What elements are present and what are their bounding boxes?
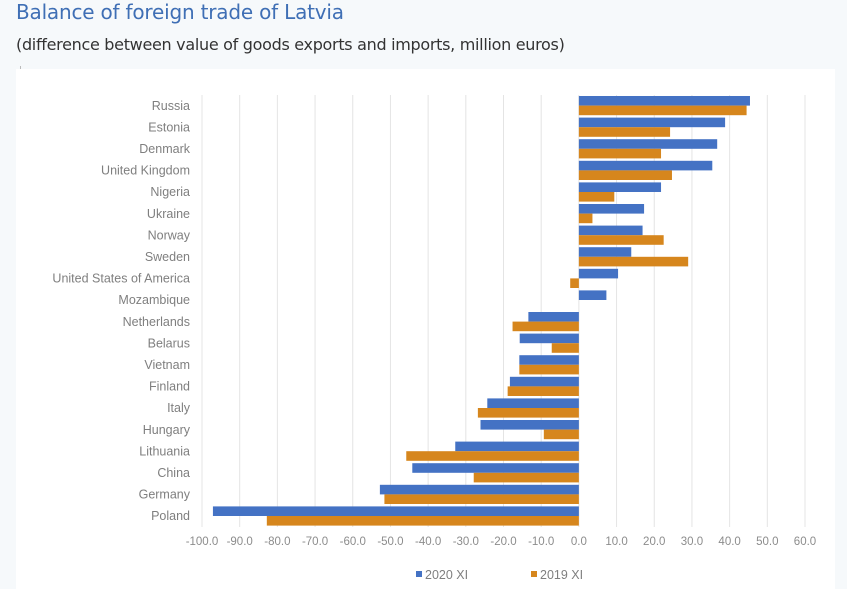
legend-swatch	[531, 571, 537, 577]
bar-2019-xi	[578, 170, 672, 180]
bar-2019-xi	[578, 192, 615, 202]
x-tick-label: 20.0	[643, 536, 665, 548]
chart-card: Russia Estonia Denmark United Kingdom Nigeri…	[16, 69, 835, 589]
x-tick-label: 40.0	[718, 536, 740, 548]
bar-2019-xi	[507, 386, 579, 396]
bar-2020-xi	[212, 506, 579, 516]
category-label: United Kingdom	[101, 164, 190, 178]
category-label: Hungary	[143, 423, 191, 437]
category-label: Nigeria	[150, 185, 190, 199]
bar-2019-xi	[578, 105, 747, 116]
bar-2020-xi	[578, 290, 607, 300]
x-tick-label: 30.0	[681, 536, 703, 548]
x-tick-label: 10.0	[605, 536, 627, 548]
bar-2020-xi	[578, 268, 619, 279]
bar-2020-xi	[519, 355, 579, 365]
bars	[212, 96, 750, 526]
bar-2020-xi	[509, 376, 579, 387]
category-label: Denmark	[139, 142, 190, 156]
bar-2020-xi	[379, 484, 579, 495]
x-tick-label: -90.0	[227, 536, 253, 548]
bar-2019-xi	[384, 494, 579, 504]
category-label: Lithuania	[139, 444, 190, 458]
x-tick-label: -80.0	[264, 536, 290, 548]
category-label: Belarus	[148, 336, 190, 350]
x-tick-label: -10.0	[528, 536, 554, 548]
bar-2020-xi	[578, 117, 726, 128]
bar-2020-xi	[578, 139, 718, 149]
page-title: Balance of foreign trade of Latvia	[16, 0, 344, 24]
bar-2019-xi	[477, 408, 579, 418]
bar-2020-xi	[487, 398, 579, 408]
bar-2020-xi	[578, 96, 750, 106]
x-tick-label: -100.0	[186, 536, 219, 548]
x-tick-label: 0.0	[571, 536, 587, 548]
x-tick-label: -40.0	[415, 536, 441, 548]
category-label: Russia	[152, 99, 190, 113]
bar-2019-xi	[570, 278, 579, 288]
category-label: Ukraine	[147, 207, 190, 221]
bar-2019-xi	[473, 472, 579, 483]
x-tick-label: 60.0	[794, 536, 816, 548]
bar-2020-xi	[412, 463, 579, 473]
category-label: Netherlands	[123, 315, 190, 329]
bar-2020-xi	[578, 182, 662, 192]
legend-label: 2019 XI	[540, 568, 583, 582]
legend-label: 2020 XI	[425, 568, 468, 582]
x-tick-label: -30.0	[453, 536, 479, 548]
bar-2019-xi	[578, 235, 664, 245]
category-label: Finland	[149, 380, 190, 394]
page-subtitle: (difference between value of goods expor…	[16, 35, 565, 54]
category-label: Norway	[148, 228, 191, 242]
x-axis-tick-labels: -100.0 -90.0 -80.0 -70.0 -60.0 -50.0 -40.0 -30.…	[186, 536, 817, 548]
category-labels: Russia Estonia Denmark United Kingdom Nigeri…	[52, 99, 190, 523]
bar-2019-xi	[578, 127, 671, 137]
bar-2020-xi	[455, 441, 579, 452]
bar-2019-xi	[578, 256, 689, 267]
category-label: Germany	[139, 488, 191, 502]
category-label: Vietnam	[144, 358, 190, 372]
x-tick-label: 50.0	[756, 536, 778, 548]
bar-2020-xi	[578, 247, 632, 257]
bar-2019-xi	[551, 343, 579, 353]
bar-2020-xi	[519, 333, 579, 344]
bar-2020-xi	[528, 312, 579, 322]
x-tick-label: -20.0	[490, 536, 516, 548]
bar-2020-xi	[578, 225, 643, 236]
x-tick-label: -70.0	[302, 536, 328, 548]
category-label: Mozambique	[118, 293, 190, 307]
x-tick-label: -50.0	[377, 536, 403, 548]
legend: 2020 XI 2019 XI	[416, 568, 583, 582]
legend-swatch	[416, 571, 422, 577]
bar-2019-xi	[578, 148, 662, 159]
bar-2019-xi	[266, 516, 579, 526]
category-label: Italy	[167, 401, 191, 415]
x-tick-label: -60.0	[340, 536, 366, 548]
bar-2019-xi	[543, 429, 579, 440]
category-label: Estonia	[148, 120, 190, 134]
bar-2020-xi	[578, 160, 713, 171]
gridlines	[201, 95, 806, 527]
bar-chart: Russia Estonia Denmark United Kingdom Nigeri…	[52, 95, 817, 582]
bar-2019-xi	[406, 451, 579, 461]
category-label: Poland	[151, 509, 190, 523]
bar-2019-xi	[512, 321, 579, 332]
category-label: Sweden	[145, 250, 190, 264]
category-label: China	[157, 466, 190, 480]
bar-2020-xi	[578, 204, 645, 214]
bar-2019-xi	[519, 364, 579, 375]
bar-2019-xi	[578, 213, 593, 224]
bar-2020-xi	[480, 420, 579, 430]
category-label: United States of America	[52, 272, 190, 286]
